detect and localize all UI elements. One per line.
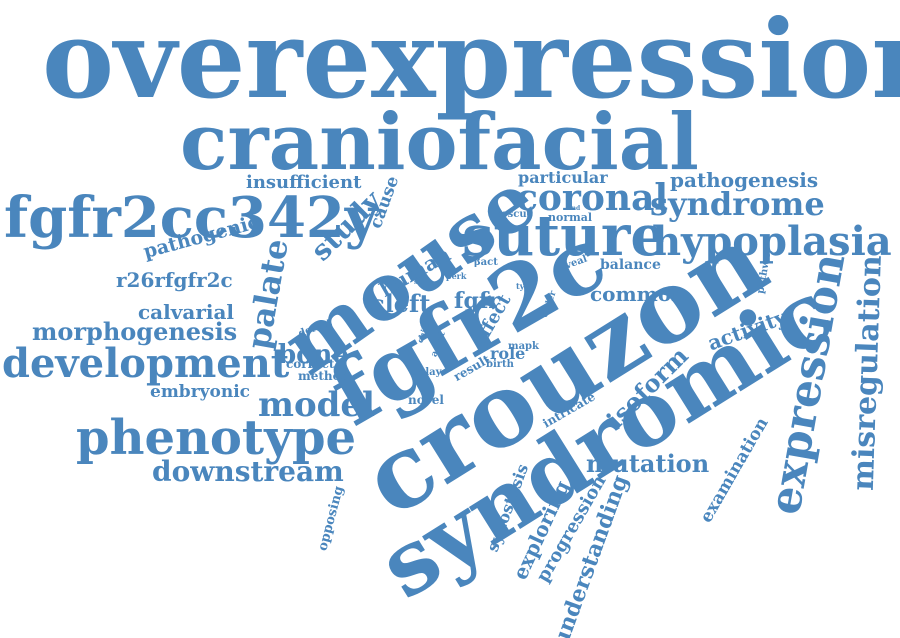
word-misregulation: misregulation bbox=[845, 254, 889, 492]
word-hypoplasia: hypoplasia bbox=[652, 218, 892, 265]
word-method: method bbox=[298, 369, 349, 383]
word-beta-act: βact bbox=[474, 257, 498, 268]
word-novel: novel bbox=[408, 393, 444, 407]
word-craniofacial: craniofacial bbox=[180, 97, 699, 188]
word-cleft: cleft bbox=[370, 289, 431, 318]
word-birth: birth bbox=[486, 359, 514, 370]
word-pathogenesis: pathogenesis bbox=[670, 168, 819, 192]
word-mapk: mapk bbox=[508, 341, 539, 352]
word-skin: skin bbox=[414, 279, 429, 286]
word-embryonic: embryonic bbox=[150, 382, 251, 402]
word-role: role bbox=[490, 344, 526, 363]
word-morphogenesis: morphogenesis bbox=[32, 317, 238, 346]
word-particular: particular bbox=[518, 168, 608, 187]
word-common: common bbox=[590, 282, 686, 306]
word-correct: correct bbox=[286, 357, 335, 371]
word-mutation: mutation bbox=[586, 449, 710, 478]
word-delay: delay bbox=[412, 367, 442, 378]
word-balance: balance bbox=[600, 257, 661, 273]
word-syndrome: syndrome bbox=[650, 185, 825, 223]
word-coronal: coronal bbox=[516, 177, 669, 219]
word-fgfr: fgfr bbox=[454, 288, 500, 314]
word-cmd: cmd bbox=[566, 205, 581, 212]
word-bone: bone bbox=[278, 340, 349, 370]
word-opposing: opposing bbox=[315, 484, 347, 553]
word-downstream: downstream bbox=[152, 455, 344, 488]
word-overexpression: overexpression bbox=[42, 0, 900, 123]
word-fgfr2cc342y: fgfr2cc342y bbox=[4, 185, 378, 251]
word-rescue: rescue bbox=[496, 209, 533, 220]
word-type: type bbox=[516, 281, 536, 291]
word-calvarial: calvarial bbox=[138, 300, 235, 324]
word-phenotype: phenotype bbox=[76, 410, 357, 466]
word-insufficient: insufficient bbox=[246, 172, 362, 193]
word-perk: perk bbox=[446, 271, 467, 281]
word-development: development bbox=[2, 340, 290, 387]
word-suture: suture bbox=[462, 203, 666, 269]
word-model: model bbox=[258, 385, 375, 425]
word-r26rfgfr2c: r26rfgfr2c bbox=[116, 268, 233, 292]
word-normal: normal bbox=[548, 211, 593, 224]
